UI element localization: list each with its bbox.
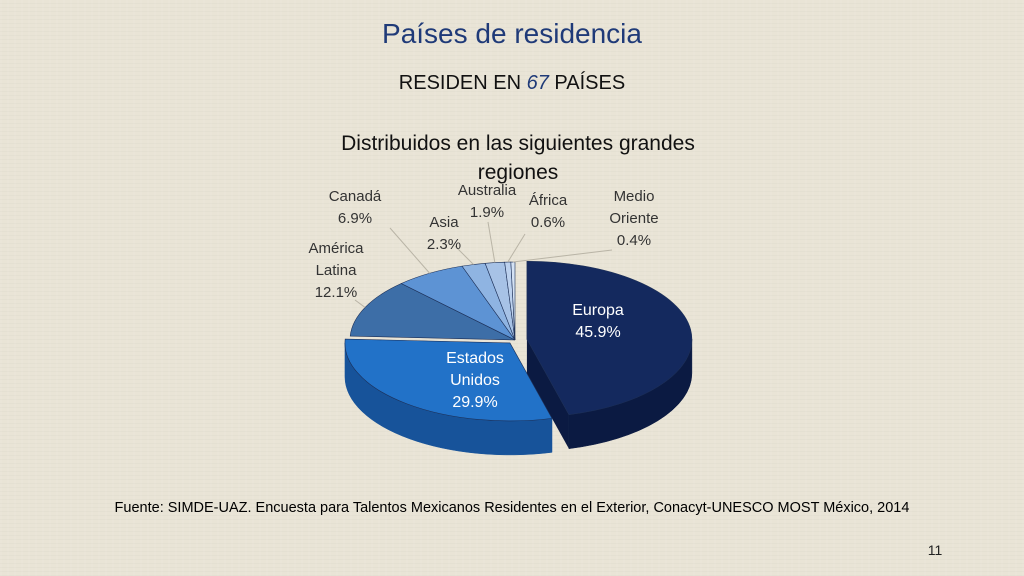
leader-line-canada bbox=[389, 227, 431, 274]
label-asia-value: 2.3% bbox=[426, 236, 462, 253]
label-medio-oriente: Medio Oriente 0.4% bbox=[598, 186, 670, 252]
label-america-latina-name: América Latina bbox=[308, 240, 364, 279]
label-america-latina-value: 12.1% bbox=[314, 284, 358, 301]
subtitle-suffix: PAÍSES bbox=[548, 72, 626, 94]
label-europa-value: 45.9% bbox=[575, 324, 621, 341]
leader-line-medio-oriente bbox=[512, 249, 613, 263]
country-count: 67 bbox=[526, 72, 549, 94]
label-asia-name: Asia bbox=[429, 214, 459, 231]
label-medio-oriente-value: 0.4% bbox=[616, 232, 652, 249]
leader-lines bbox=[354, 221, 613, 308]
subtitle-prefix: RESIDEN EN bbox=[398, 72, 527, 94]
page-number: 11 bbox=[927, 542, 943, 558]
label-europa: Europa 45.9% bbox=[548, 300, 648, 344]
label-medio-oriente-name: Medio bbox=[613, 188, 655, 205]
label-canada-value: 6.9% bbox=[337, 210, 373, 227]
chart-title: Distribuidos en las siguientes grandes r… bbox=[341, 132, 695, 184]
label-australia: Australia 1.9% bbox=[448, 180, 526, 224]
label-australia-value: 1.9% bbox=[469, 204, 505, 221]
label-estados-unidos-value: 29.9% bbox=[452, 394, 498, 411]
label-australia-name: Australia bbox=[457, 182, 517, 199]
label-africa-name: África bbox=[528, 192, 568, 209]
pie-cut-europa-1 bbox=[526, 339, 569, 449]
pie-slice-estados-unidos bbox=[344, 338, 553, 422]
leader-line-america-latina bbox=[354, 299, 366, 308]
label-asia: Asia 2.3% bbox=[414, 212, 474, 256]
slide-title: Países de residencia bbox=[382, 18, 642, 49]
label-canada-name: Canadá bbox=[328, 188, 382, 205]
label-africa: África 0.6% bbox=[518, 190, 578, 234]
leader-line-africa bbox=[507, 233, 526, 263]
leader-line-australia bbox=[487, 221, 496, 263]
label-europa-name: Europa bbox=[572, 302, 624, 319]
source-note: Fuente: SIMDE-UAZ. Encuesta para Talento… bbox=[114, 500, 910, 516]
label-canada: Canadá 6.9% bbox=[315, 186, 395, 230]
pie-slice-europa bbox=[526, 260, 693, 416]
label-medio-oriente-name-2: Oriente bbox=[609, 210, 659, 227]
label-africa-value: 0.6% bbox=[530, 214, 566, 231]
subtitle: RESIDEN EN 67 PAÍSES bbox=[0, 72, 1024, 95]
pie-tops bbox=[344, 260, 693, 422]
label-estados-unidos-name: Estados Unidos bbox=[446, 350, 504, 389]
label-estados-unidos: Estados Unidos 29.9% bbox=[430, 348, 520, 414]
leader-line-asia bbox=[454, 245, 474, 265]
label-america-latina: América Latina 12.1% bbox=[300, 238, 372, 304]
